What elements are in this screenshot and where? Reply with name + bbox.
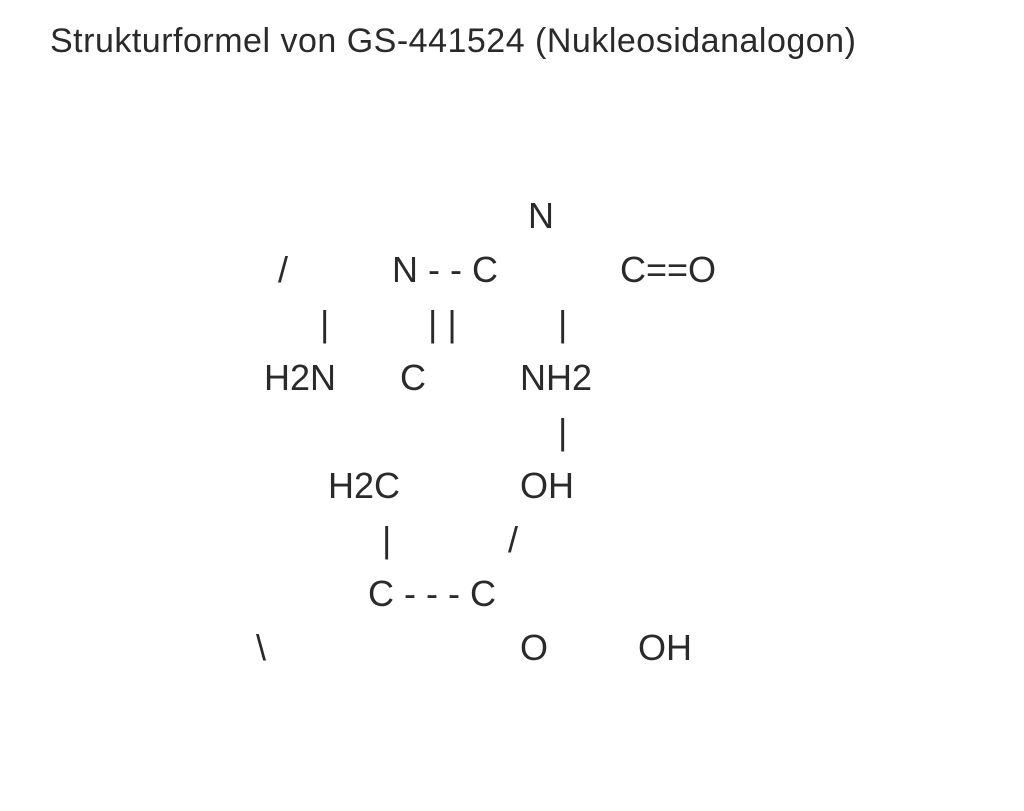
diagram-cell: N - - C [392,249,498,291]
diagram-cell: | | [428,303,457,345]
diagram-row: \ O OH [0,627,1024,681]
structural-formula-diagram: N/N - - CC==O|| ||H2NCNH2|H2COH|/C - - -… [0,195,1024,681]
diagram-title: Strukturformel von GS-441524 (Nukleosida… [50,22,856,61]
diagram-cell: / [508,519,518,561]
diagram-cell: | [558,411,567,453]
diagram-cell: \ [256,627,266,669]
diagram-cell: | [382,519,391,561]
diagram-cell: | [320,303,329,345]
diagram-cell: NH2 [520,357,592,399]
diagram-row: | [0,411,1024,465]
diagram-cell: OH [638,627,692,669]
diagram-cell: O [520,627,548,669]
diagram-cell: OH [520,465,574,507]
diagram-row: | | | | [0,303,1024,357]
diagram-row: C - - - C [0,573,1024,627]
diagram-cell: C - - - C [368,573,496,615]
diagram-cell: / [278,249,288,291]
diagram-cell: H2N [264,357,336,399]
diagram-row: |/ [0,519,1024,573]
diagram-cell: H2C [328,465,400,507]
diagram-cell: N [528,195,554,237]
diagram-row: / N - - C C==O [0,249,1024,303]
diagram-row: H2N C NH2 [0,357,1024,411]
diagram-row: N [0,195,1024,249]
diagram-cell: C [400,357,426,399]
diagram-cell: | [558,303,567,345]
diagram-row: H2C OH [0,465,1024,519]
diagram-cell: C==O [620,249,716,291]
